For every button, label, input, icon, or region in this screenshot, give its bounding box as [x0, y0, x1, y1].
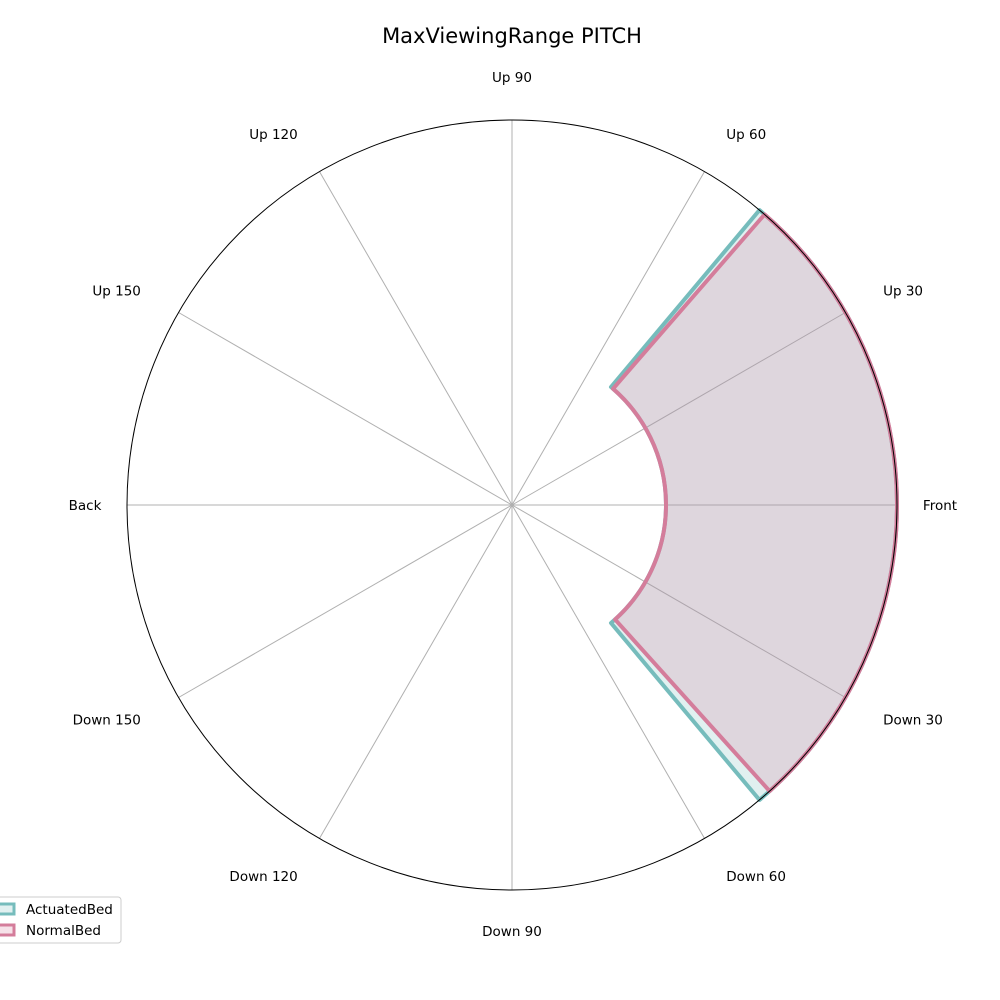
grid-spoke [319, 504, 513, 839]
angle-label: Down 90 [482, 924, 542, 940]
polar-grid [127, 120, 897, 890]
grid-spoke [511, 171, 705, 506]
angle-label: Up 60 [726, 127, 766, 143]
angle-label: Back [69, 498, 102, 514]
angle-label: Down 120 [229, 869, 297, 885]
grid-spoke [511, 504, 705, 839]
legend-label-normalbed: NormalBed [26, 923, 101, 939]
angle-label: Down 60 [726, 869, 786, 885]
grid-spoke [511, 504, 846, 698]
outer-ring [126, 119, 898, 891]
angle-label: Up 150 [92, 284, 141, 300]
angle-label: Down 150 [73, 712, 141, 728]
legend-swatch-actuatedbed [0, 902, 16, 916]
legend-frame [0, 896, 122, 944]
angle-label: Front [923, 498, 957, 514]
series-wedge-normalbed [611, 212, 899, 794]
angle-label: Up 120 [249, 127, 298, 143]
angle-labels: Front Up 30 Up 60 Up 90 Up 120 Up 150 Back Down… [69, 70, 957, 940]
grid-spoke [319, 171, 513, 506]
grid-spoke [511, 312, 846, 506]
chart-title: MaxViewingRange PITCH [382, 24, 642, 48]
legend-swatch-normalbed [0, 923, 16, 937]
grid-spoke [178, 312, 513, 506]
legend: ActuatedBed NormalBed [0, 896, 122, 944]
angle-label: Down 30 [883, 712, 943, 728]
angle-label: Up 30 [883, 284, 923, 300]
legend-label-actuatedbed: ActuatedBed [26, 902, 113, 918]
angle-label: Up 90 [492, 70, 532, 86]
grid-spoke [178, 504, 513, 698]
